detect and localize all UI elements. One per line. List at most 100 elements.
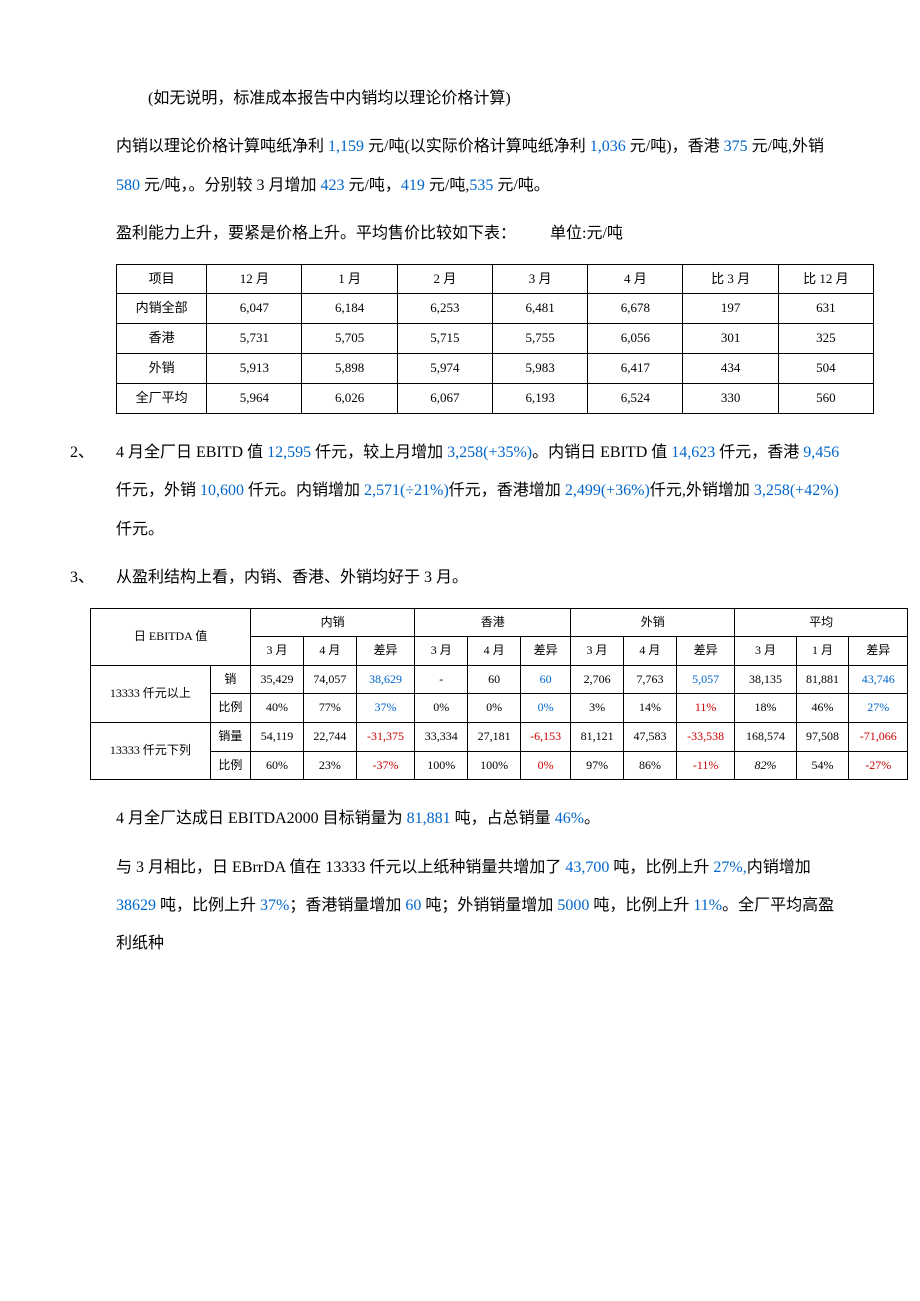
text: 仟元。: [116, 521, 164, 538]
compare-paragraph: 与 3 月相比，日 EBrrDA 值在 13333 仟元以上纸种销量共增加了 4…: [116, 849, 850, 964]
cell: 100%: [468, 751, 521, 780]
cell: 631: [778, 294, 873, 324]
cell: 97,508: [796, 722, 849, 751]
value-43700: 43,700: [565, 859, 609, 876]
cell: 6,193: [492, 384, 587, 414]
text: ；香港销量增加: [289, 897, 405, 914]
th: 2 月: [397, 264, 492, 294]
cell: 5,974: [397, 354, 492, 384]
cell: 5,964: [207, 384, 302, 414]
cell: 5,731: [207, 324, 302, 354]
group-header: 香港: [415, 608, 571, 637]
text: 仟元，香港: [715, 444, 803, 461]
value-14623: 14,623: [671, 444, 715, 461]
table-header-row: 项目 12 月 1 月 2 月 3 月 4 月 比 3 月 比 12 月: [117, 264, 874, 294]
group-header: 内销: [251, 608, 415, 637]
profit-paragraph: 内销以理论价格计算吨纸净利 1,159 元/吨(以实际价格计算吨纸净利 1,03…: [116, 128, 850, 205]
sub-header: 3 月: [415, 637, 468, 666]
cell: 325: [778, 324, 873, 354]
th: 3 月: [492, 264, 587, 294]
cell: 504: [778, 354, 873, 384]
text: 仟元,外销增加: [650, 482, 754, 499]
corner-header: 日 EBITDA 值: [91, 608, 251, 665]
th: 比 12 月: [778, 264, 873, 294]
cell: 0%: [468, 694, 521, 723]
table-header-row-1: 日 EBITDA 值 内销 香港 外销 平均: [91, 608, 908, 637]
cell: 86%: [624, 751, 677, 780]
cell: 54,119: [251, 722, 304, 751]
cell: 74,057: [303, 665, 356, 694]
list-marker: 3、: [70, 559, 116, 597]
cell: -: [415, 665, 468, 694]
value-46pct: 46%: [555, 810, 584, 827]
table-row: 外销5,9135,8985,9745,9836,417434504: [117, 354, 874, 384]
sub-header: 差异: [849, 637, 908, 666]
text: 吨；外销销量增加: [421, 897, 557, 914]
value-38629: 38629: [116, 897, 156, 914]
cell: -33,538: [676, 722, 734, 751]
cell: 6,678: [588, 294, 683, 324]
value-9456: 9,456: [803, 444, 839, 461]
cell: 46%: [796, 694, 849, 723]
text: 盈利能力上升，要紧是价格上升。平均售价比较如下表：: [116, 225, 516, 242]
text: 吨，比例上升: [609, 859, 713, 876]
text: 元/吨。: [493, 177, 549, 194]
cell: -31,375: [356, 722, 414, 751]
cell: 301: [683, 324, 778, 354]
cell: 43,746: [849, 665, 908, 694]
text: 元/吨(以实际价格计算吨纸净利: [364, 138, 590, 155]
text: 仟元，外销: [116, 482, 200, 499]
cell: 82%: [735, 751, 796, 780]
table-row: 香港5,7315,7055,7155,7556,056301325: [117, 324, 874, 354]
value-423: 423: [320, 177, 344, 194]
cell: 197: [683, 294, 778, 324]
cell: 27%: [849, 694, 908, 723]
text: 。: [584, 810, 600, 827]
table-row: 比例 60% 23% -37% 100% 100% 0% 97% 86% -11…: [91, 751, 908, 780]
cell: 5,705: [302, 324, 397, 354]
cell: 6,524: [588, 384, 683, 414]
value-580: 580: [116, 177, 140, 194]
cell: 81,121: [571, 722, 624, 751]
note-paragraph: (如无说明，标准成本报告中内销均以理论价格计算): [116, 80, 850, 118]
unit-label: 单位:元/吨: [550, 215, 623, 253]
cell: 0%: [521, 751, 571, 780]
cell: 38,629: [356, 665, 414, 694]
table-row: 13333 仟元以上 销 35,429 74,057 38,629 - 60 6…: [91, 665, 908, 694]
cell: 5,898: [302, 354, 397, 384]
value-1159: 1,159: [328, 138, 364, 155]
cell: 5,057: [676, 665, 734, 694]
table-row: 全厂平均5,9646,0266,0676,1936,524330560: [117, 384, 874, 414]
cell: 0%: [521, 694, 571, 723]
cell: 22,744: [303, 722, 356, 751]
cell: 3%: [571, 694, 624, 723]
price-rise-paragraph: 盈利能力上升，要紧是价格上升。平均售价比较如下表： 单位:元/吨: [116, 215, 850, 253]
cell: 97%: [571, 751, 624, 780]
cell: 47,583: [624, 722, 677, 751]
group-header: 外销: [571, 608, 735, 637]
cell: 5,913: [207, 354, 302, 384]
value-535: 535: [469, 177, 493, 194]
text: 内销以理论价格计算吨纸净利: [116, 138, 328, 155]
value-2571: 2,571(÷21%): [364, 482, 449, 499]
cell: 5,983: [492, 354, 587, 384]
cell: 5,755: [492, 324, 587, 354]
cell: 100%: [415, 751, 468, 780]
cell: 全厂平均: [117, 384, 207, 414]
row-group-a: 13333 仟元以上: [91, 665, 211, 722]
list-body: 从盈利结构上看，内销、香港、外销均好于 3 月。: [116, 559, 850, 597]
avg-price-table: 项目 12 月 1 月 2 月 3 月 4 月 比 3 月 比 12 月 内销全…: [116, 264, 874, 414]
text: 仟元。内销增加: [244, 482, 364, 499]
th: 12 月: [207, 264, 302, 294]
cell: 27,181: [468, 722, 521, 751]
sub-header: 4 月: [624, 637, 677, 666]
cell: 23%: [303, 751, 356, 780]
cell: 2,706: [571, 665, 624, 694]
group-header: 平均: [735, 608, 908, 637]
cell: 54%: [796, 751, 849, 780]
value-5000: 5000: [557, 897, 589, 914]
text: 元/吨,: [425, 177, 469, 194]
cell: -27%: [849, 751, 908, 780]
text: 元/吨，: [344, 177, 400, 194]
cell: 60: [468, 665, 521, 694]
